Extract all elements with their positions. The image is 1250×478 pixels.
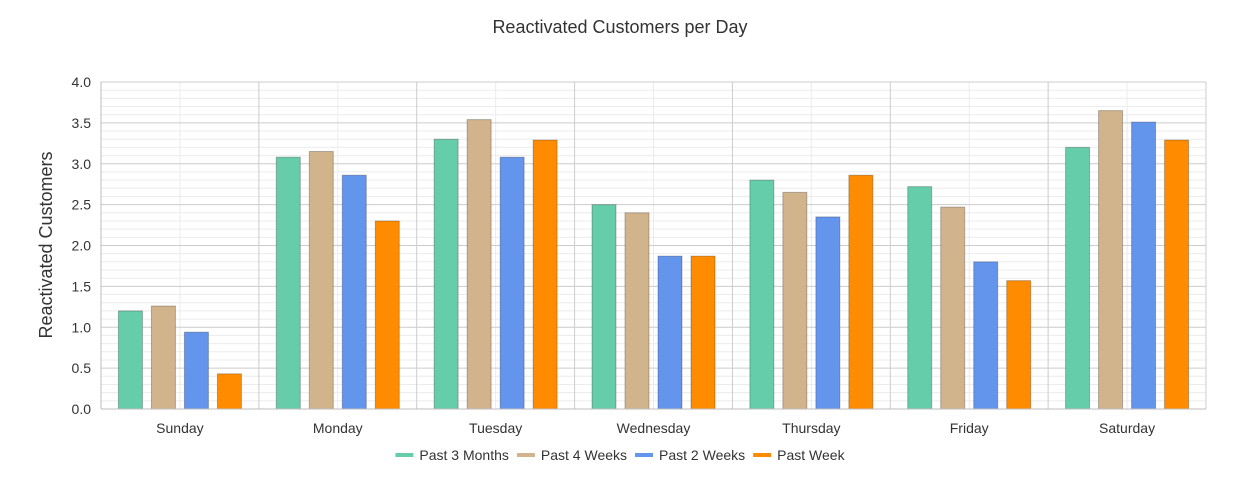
axes — [100, 82, 1206, 410]
y-tick-label: 1.0 — [72, 319, 92, 335]
x-tick-label: Tuesday — [469, 420, 522, 436]
x-tick-label: Wednesday — [617, 420, 691, 436]
bar — [1065, 146, 1091, 410]
bar — [591, 204, 617, 410]
y-tick-label: 0.5 — [72, 360, 92, 376]
bar — [117, 310, 143, 410]
bar — [1098, 110, 1124, 410]
bar — [1006, 280, 1032, 410]
y-tick-label: 4.0 — [72, 74, 92, 90]
bar — [940, 206, 966, 410]
y-tick-label: 0.0 — [72, 401, 92, 417]
bar — [216, 373, 242, 410]
legend-label: Past Week — [777, 447, 845, 463]
x-tick-label: Friday — [950, 420, 989, 436]
bar — [907, 186, 933, 410]
legend-label: Past 2 Weeks — [659, 447, 745, 463]
bar — [341, 174, 367, 410]
legend: Past 3 Months Past 4 Weeks Past 2 Weeks Pas… — [395, 447, 846, 463]
x-tick-label: Thursday — [782, 420, 840, 436]
bar — [690, 255, 716, 410]
legend-swatch — [395, 453, 414, 457]
bar — [183, 331, 209, 410]
bar — [815, 216, 841, 410]
chart-title: Reactivated Customers per Day — [492, 17, 747, 37]
y-tick-label: 2.5 — [72, 197, 92, 213]
bar — [532, 139, 558, 410]
legend-label: Past 4 Weeks — [541, 447, 627, 463]
tick-labels: 0.0 0.5 1.0 1.5 2.0 2.5 3.0 3.5 4.0 Sunday Monday T… — [72, 74, 1156, 436]
y-tick-label: 3.5 — [72, 115, 92, 131]
bars — [117, 110, 1190, 410]
x-tick-label: Sunday — [156, 420, 203, 436]
bar — [749, 179, 775, 410]
y-tick-label: 1.5 — [72, 278, 92, 294]
bar — [150, 305, 176, 410]
bar — [973, 261, 999, 410]
bar — [275, 156, 301, 410]
y-tick-label: 3.0 — [72, 156, 92, 172]
bar — [848, 174, 874, 410]
bar — [657, 255, 683, 410]
bar — [782, 191, 808, 410]
bar — [1164, 139, 1190, 410]
y-axis-label: Reactivated Customers — [36, 151, 56, 338]
bar — [624, 212, 650, 410]
bar — [499, 156, 525, 410]
legend-swatch — [635, 453, 654, 457]
legend-swatch — [753, 453, 772, 457]
bar — [374, 220, 400, 410]
legend-swatch — [516, 453, 535, 457]
bar — [1131, 121, 1157, 410]
legend-label: Past 3 Months — [419, 447, 509, 463]
bar — [466, 119, 492, 410]
x-tick-label: Saturday — [1099, 420, 1155, 436]
x-tick-label: Monday — [313, 420, 363, 436]
bar — [308, 150, 334, 410]
y-tick-label: 2.0 — [72, 238, 92, 254]
bar — [433, 138, 459, 410]
